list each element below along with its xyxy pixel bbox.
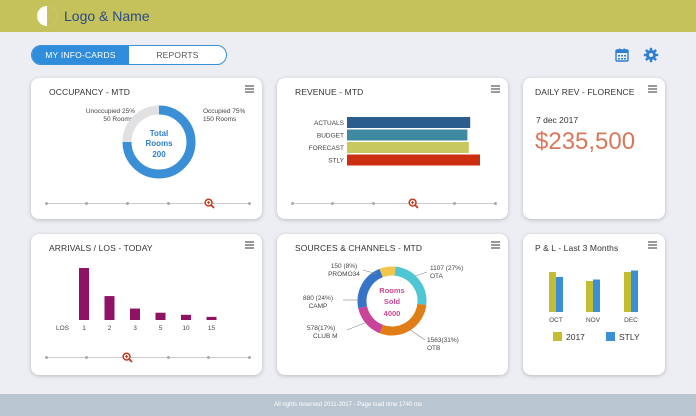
club-label: 578(17%) CLUB M [307,325,338,340]
zoom-icon[interactable] [204,198,215,209]
tick-label: 2 [108,325,112,332]
menu-icon[interactable] [648,85,657,93]
arrival-bar [79,268,89,320]
center-text-3: 4000 [384,309,401,318]
pl-bar [549,272,556,312]
footer: All rights reserved 2011-2017 - Page loa… [0,394,696,416]
tick-label: 15 [208,325,216,332]
bar-label: STLY [328,157,344,164]
arrival-bar [104,296,115,320]
arrival-bar [155,312,166,320]
logo-icon [37,6,57,26]
tick-label: NOV [586,317,601,324]
unoccupied-label: Unoccupied 25% 50 Rooms [85,108,135,123]
revenue-bar-chart: ACTUALS BUDGET FORECAST STLY [309,117,480,166]
arrivals-card: ARRIVALS / LOS - TODAY LOS 1 2 3 5 10 15 [31,234,262,375]
center-text-2: Sold [384,297,401,306]
source-segment [358,305,384,334]
card-title: ARRIVALS / LOS - TODAY [49,243,153,253]
center-text-1: Total [150,129,169,138]
los-axis-label: LOS [56,325,70,332]
tick-label: 5 [159,325,163,332]
leader-line [408,328,426,341]
menu-icon[interactable] [245,241,254,249]
legend-label: 2017 [566,332,585,342]
leader-line [362,269,378,275]
tick-label: 3 [133,325,137,332]
promo-label: 150 (8%) PROMO34 [328,263,360,278]
ota-label: 1107 (27%) OTA [430,265,464,280]
source-segment [379,266,396,278]
bar-label: FORECAST [309,145,344,152]
occupied-label: Occupied 75% 150 Rooms [203,108,246,123]
pl-bar [631,270,638,312]
sources-card: SOURCES & CHANNELS - MTD 150 (8%) PROMO34… [277,234,508,375]
top-bar: Logo & Name [0,0,696,32]
brand-name: Logo & Name [64,8,150,24]
arrival-bar [130,308,140,320]
tab-reports[interactable]: REPORTS [156,50,199,60]
occupied-segment [122,105,196,179]
tick-label: DEC [624,317,638,324]
legend-swatch [606,332,615,341]
center-text-2: Rooms [145,139,173,148]
daily-rev-card: DAILY REV - FLORENCE 7 dec 2017 $235,500 [523,78,665,219]
card-title: REVENUE - MTD [295,87,364,97]
camp-label: 880 (24%) CAMP [303,295,333,310]
gear-icon[interactable] [643,47,659,63]
time-slider[interactable] [45,356,251,359]
bar-label: BUDGET [317,132,344,139]
menu-icon[interactable] [491,241,500,249]
pl-bar [556,277,563,312]
zoom-icon[interactable] [408,198,419,209]
bar-label: ACTUALS [314,120,345,127]
tick-label: OCT [549,317,563,324]
card-title: P & L - Last 3 Months [535,243,619,253]
pl-card: P & L - Last 3 Months OCT NOV DEC 2017 STLY [523,234,665,375]
occupancy-card: OCCUPANCY - MTD Unoccupied 25% 50 Rooms O… [31,78,262,219]
center-text-1: Rooms [379,286,404,295]
leader-line [414,271,428,277]
arrival-bar [206,316,217,320]
revenue-bar [347,117,471,128]
pl-bar [593,279,600,312]
pl-bar [624,272,631,312]
arrival-bar [181,314,191,320]
source-segment [379,303,427,336]
legend-label: STLY [619,332,640,342]
revenue-bar [347,142,469,153]
time-slider[interactable] [291,202,497,205]
card-title: DAILY REV - FLORENCE [535,87,635,97]
sources-donut: Rooms Sold 4000 [343,266,428,341]
card-title: OCCUPANCY - MTD [49,87,130,97]
time-slider[interactable] [45,202,251,205]
pl-bar [586,281,593,312]
revenue-bar [347,154,480,166]
arrivals-bar-chart: LOS 1 2 3 5 10 15 [56,268,217,332]
otb-label: 1563(31%) OTB [427,337,459,352]
view-tabs: MY INFO-CARDS REPORTS [31,45,227,65]
menu-icon[interactable] [648,241,657,249]
source-segment [357,268,384,309]
leader-line [346,321,368,331]
revenue-bar [347,129,468,141]
menu-icon[interactable] [491,85,500,93]
pl-bar-chart: OCT NOV DEC 2017 STLY [549,270,640,342]
source-segment [394,266,427,305]
legend-swatch [553,332,562,341]
menu-icon[interactable] [245,85,254,93]
tab-my-info-cards[interactable]: MY INFO-CARDS [32,46,129,64]
card-title: SOURCES & CHANNELS - MTD [295,243,423,253]
tick-label: 10 [182,325,190,332]
occupancy-donut: Total Rooms 200 [122,105,196,179]
daily-date: 7 dec 2017 [536,115,579,125]
tick-label: 1 [82,325,86,332]
daily-revenue-value: $235,500 [535,128,636,155]
revenue-card: REVENUE - MTD ACTUALS BUDGET FORECAST STLY [277,78,508,219]
zoom-icon[interactable] [122,352,133,363]
center-text-3: 200 [152,150,166,159]
calendar-icon[interactable] [614,47,630,63]
